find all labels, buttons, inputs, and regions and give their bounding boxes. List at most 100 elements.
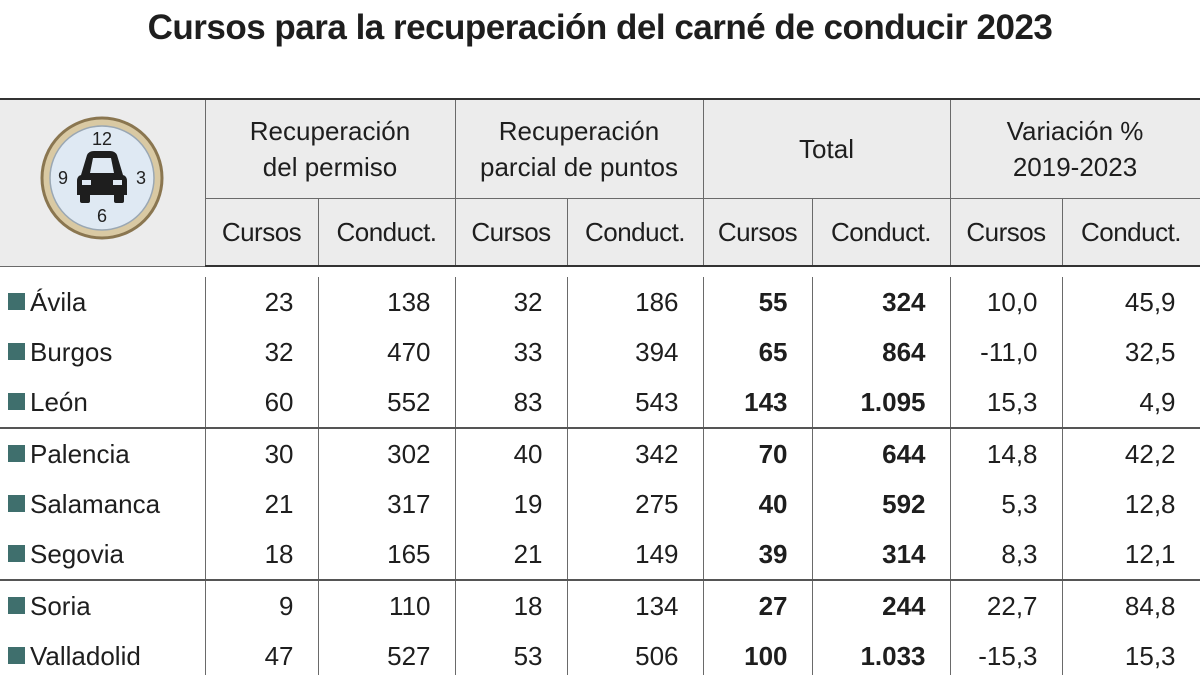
spacer-row — [0, 266, 1200, 277]
row-label: Soria — [30, 590, 91, 621]
data-cell: 27 — [702, 580, 813, 631]
data-cell: 9 — [204, 580, 319, 631]
data-cell: -15,3 — [949, 631, 1063, 675]
data-cell: 644 — [811, 428, 951, 479]
data-cell: 15,3 — [949, 377, 1063, 429]
data-row: Palencia 30 302 40 342 70 644 14,8 42,2 — [0, 428, 1200, 479]
data-cell: 45,9 — [1061, 277, 1200, 327]
data-row: León 60 552 83 543 143 1.095 15,3 4,9 — [0, 377, 1200, 429]
clock-hour: 6 — [97, 206, 107, 226]
data-cell: 55 — [702, 277, 813, 327]
row-marker — [8, 292, 25, 310]
car-light — [113, 180, 123, 186]
car-wheel — [80, 193, 91, 204]
row-label-cell: Valladolid — [0, 631, 206, 675]
data-cell: 65 — [702, 327, 813, 377]
data-cell: 21 — [204, 479, 319, 529]
row-label-cell: Segovia — [0, 529, 206, 581]
group-header-line: Total — [799, 134, 854, 164]
sub-header: Cursos — [702, 198, 813, 267]
car-window — [90, 158, 115, 174]
data-cell: 100 — [702, 631, 813, 675]
data-cell: 342 — [566, 428, 704, 479]
data-cell: 22,7 — [949, 580, 1063, 631]
row-label-cell: Soria — [0, 580, 206, 631]
row-marker — [8, 544, 25, 562]
row-marker — [8, 596, 25, 614]
data-cell: 275 — [566, 479, 704, 529]
row-marker — [8, 392, 25, 410]
data-cell: 1.095 — [811, 377, 951, 429]
data-cell: 42,2 — [1061, 428, 1200, 479]
data-cell: 10,0 — [949, 277, 1063, 327]
row-label: Palencia — [30, 438, 130, 469]
row-label-cell: Ávila — [0, 277, 206, 327]
row-label-cell: Salamanca — [0, 479, 206, 529]
data-cell: 506 — [566, 631, 704, 675]
data-cell: 1.033 — [811, 631, 951, 675]
row-label: Segovia — [30, 538, 124, 569]
row-marker — [8, 444, 25, 462]
sub-header: Conduct. — [1061, 198, 1200, 267]
data-cell: 70 — [702, 428, 813, 479]
spacer — [0, 266, 1200, 277]
group-header: Total — [702, 99, 951, 199]
group-header-line: Recuperación — [498, 116, 660, 146]
row-marker — [8, 494, 25, 512]
sub-header: Conduct. — [811, 198, 951, 267]
data-cell: 12,8 — [1061, 479, 1200, 529]
row-marker — [8, 342, 25, 360]
clock-icon: 12 3 6 9 — [40, 116, 164, 240]
clock-hour: 9 — [58, 168, 68, 188]
data-cell: 19 — [454, 479, 568, 529]
row-label-cell: León — [0, 377, 206, 429]
data-cell: 47 — [204, 631, 319, 675]
data-cell: 32 — [204, 327, 319, 377]
data-cell: 18 — [454, 580, 568, 631]
data-cell: 14,8 — [949, 428, 1063, 479]
group-header: Recuperación parcial de puntos — [454, 99, 704, 199]
data-row: Soria 9 110 18 134 27 244 22,7 84,8 — [0, 580, 1200, 631]
data-cell: 5,3 — [949, 479, 1063, 529]
clock-hour: 12 — [92, 129, 112, 149]
data-cell: 15,3 — [1061, 631, 1200, 675]
data-row: Valladolid 47 527 53 506 100 1.033 -15,3 15,3 — [0, 631, 1200, 675]
group-header: Recuperación del permiso — [204, 99, 456, 199]
sub-header: Cursos — [454, 198, 568, 267]
data-cell: 244 — [811, 580, 951, 631]
group-header-line: parcial de puntos — [479, 152, 679, 182]
title: Cursos para la recuperación del carné de… — [147, 8, 1053, 47]
data-cell: 470 — [317, 327, 456, 377]
data-cell: 527 — [317, 631, 456, 675]
row-label-cell: Burgos — [0, 327, 206, 377]
data-row: Segovia 18 165 21 149 39 314 8,3 12,1 — [0, 529, 1200, 581]
row-marker — [8, 646, 25, 664]
car-light — [82, 180, 92, 186]
data-cell: 32,5 — [1061, 327, 1200, 377]
data-cell: 143 — [702, 377, 813, 429]
data-cell: 30 — [204, 428, 319, 479]
data-cell: 33 — [454, 327, 568, 377]
data-cell: 32 — [454, 277, 568, 327]
car-wheel — [114, 193, 125, 204]
data-cell: 149 — [566, 529, 704, 581]
data-cell: 138 — [317, 277, 456, 327]
data-cell: 186 — [566, 277, 704, 327]
row-label: Salamanca — [30, 488, 161, 519]
row-label-cell: Palencia — [0, 428, 206, 479]
sub-header: Conduct. — [566, 198, 704, 267]
table-wrap: 12 3 6 9 — [0, 98, 1200, 675]
data-cell: 83 — [454, 377, 568, 429]
group-header-line: del permiso — [262, 152, 398, 182]
data-cell: 23 — [204, 277, 319, 327]
data-cell: 40 — [454, 428, 568, 479]
sub-header: Conduct. — [317, 198, 456, 267]
group-header: Variación % 2019-2023 — [949, 99, 1200, 199]
sub-header: Cursos — [949, 198, 1063, 267]
table-body: Ávila 23 138 32 186 55 324 10,0 45,9 Burgos 32 470 3… — [0, 266, 1200, 675]
sub-header-row: Cursos Conduct. Cursos Conduct. Cursos Conduc… — [0, 198, 1200, 267]
data-cell: 39 — [702, 529, 813, 581]
data-table: 12 3 6 9 — [0, 98, 1200, 675]
data-cell: 4,9 — [1061, 377, 1200, 429]
